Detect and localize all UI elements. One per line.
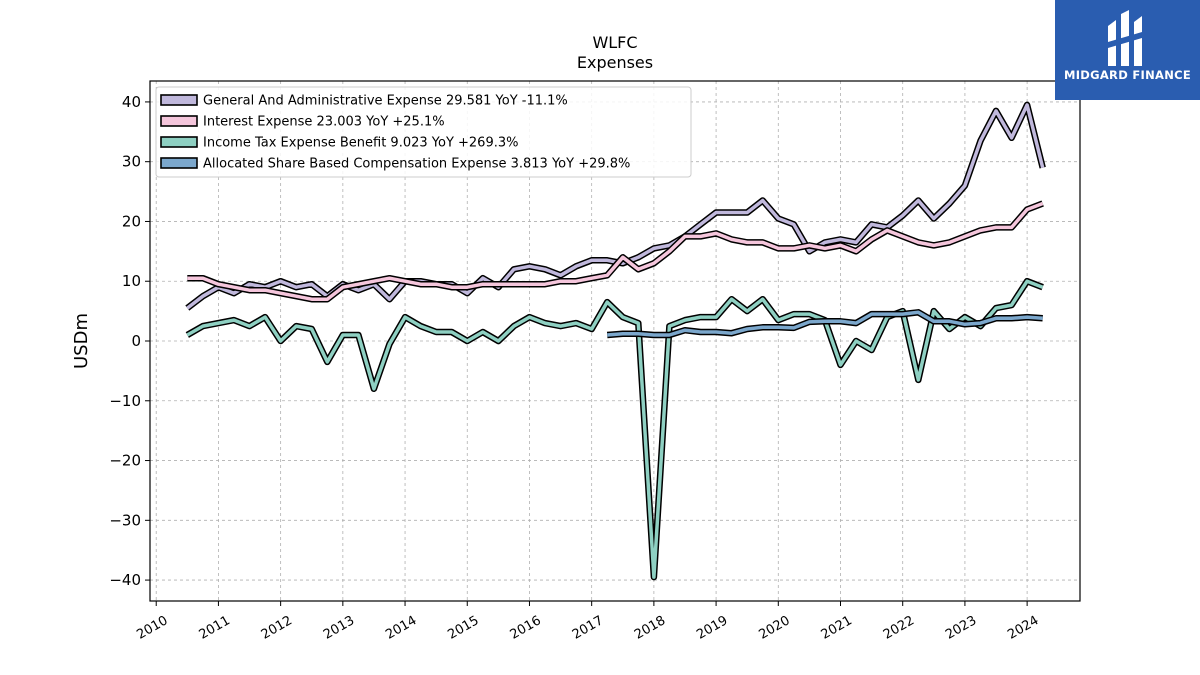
series-4: [606, 309, 1043, 339]
x-tick-label: 2011: [197, 613, 233, 643]
series-2: [187, 200, 1044, 303]
series-line-outline: [185, 277, 1044, 581]
legend-swatch: [160, 157, 198, 169]
x-tick-label: 2014: [383, 613, 419, 643]
y-tick-label: 0: [131, 332, 141, 350]
x-tick-label: 2016: [508, 613, 544, 643]
y-tick-label: 10: [122, 272, 141, 290]
series-lines: [185, 101, 1046, 581]
legend-label: Interest Expense 23.003 YoY +25.1%: [203, 115, 445, 130]
brand-name: MIDGARD FINANCE: [1063, 68, 1192, 82]
y-axis: −40 −30 −20 −10 0 10 20 30 40: [109, 93, 150, 589]
chart-subtitle: Expenses: [577, 53, 653, 72]
brand-mark-icon: [1108, 10, 1142, 66]
y-tick-label: 20: [122, 212, 141, 230]
series-line: [607, 310, 1043, 337]
x-tick-label: 2023: [943, 613, 979, 643]
x-tick-label: 2013: [321, 613, 357, 643]
y-tick-label: −40: [109, 571, 141, 589]
legend-swatch: [160, 94, 198, 106]
series-3: [185, 277, 1044, 581]
x-tick-label: 2018: [632, 613, 668, 643]
x-tick-label: 2015: [445, 613, 481, 643]
x-tick-label: 2017: [570, 613, 606, 643]
legend-frame: [155, 86, 692, 178]
x-tick-label: 2019: [694, 613, 730, 643]
x-tick-label: 2021: [819, 613, 855, 643]
series-line: [186, 279, 1044, 579]
y-tick-label: 30: [122, 153, 141, 171]
legend-swatch: [160, 115, 198, 127]
y-tick-label: −20: [109, 452, 141, 470]
legend-label: General And Administrative Expense 29.58…: [203, 94, 568, 109]
series-line: [187, 201, 1044, 301]
y-tick-label: −10: [109, 392, 141, 410]
legend: General And Administrative Expense 29.58…: [155, 86, 692, 178]
y-tick-label: −30: [109, 511, 141, 529]
x-tick-label: 2010: [134, 613, 170, 643]
x-axis: 2010 2011 2012 2013 2014 2015 2016 2017 2018 2019…: [134, 601, 1041, 643]
x-tick-label: 2024: [1005, 613, 1041, 643]
chart-title: WLFC: [592, 33, 637, 52]
y-tick-label: 40: [122, 93, 141, 111]
x-tick-label: 2022: [881, 613, 917, 643]
brand-logo: MIDGARD FINANCE: [1055, 0, 1200, 100]
x-tick-label: 2020: [756, 613, 792, 643]
y-axis-label: USDm: [71, 313, 92, 369]
legend-swatch: [160, 136, 198, 148]
legend-label: Allocated Share Based Compensation Expen…: [203, 157, 630, 172]
x-tick-label: 2012: [259, 613, 295, 643]
legend-label: Income Tax Expense Benefit 9.023 YoY +26…: [203, 136, 518, 151]
